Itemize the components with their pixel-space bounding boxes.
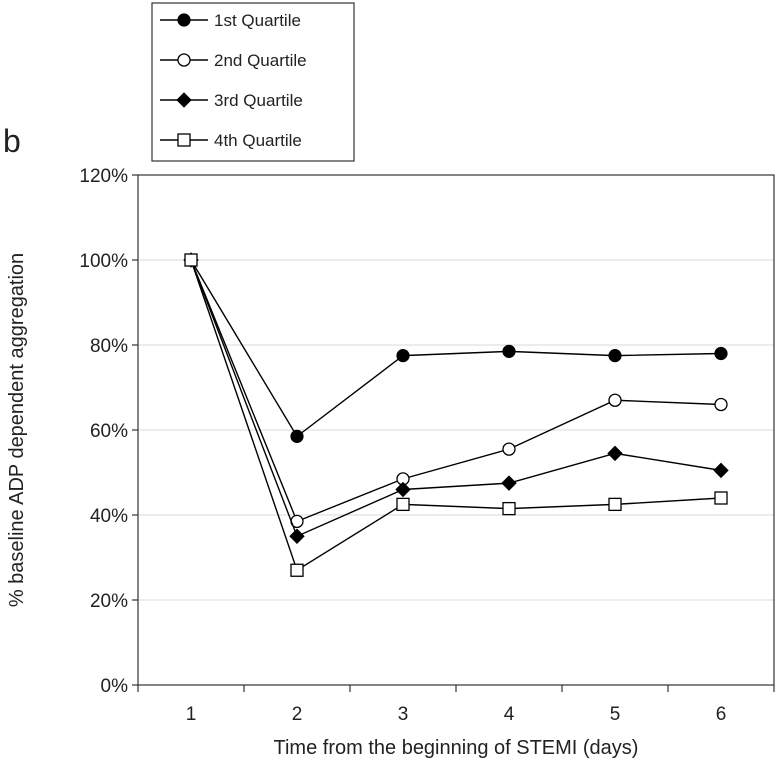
y-tick-label: 0% bbox=[101, 676, 129, 697]
data-point bbox=[396, 349, 410, 363]
legend-label: 2nd Quartile bbox=[214, 51, 307, 70]
y-tick-label: 80% bbox=[90, 336, 128, 357]
data-point bbox=[396, 497, 410, 512]
data-point bbox=[395, 481, 411, 498]
legend-marker bbox=[177, 13, 191, 27]
gridlines bbox=[138, 259, 774, 601]
data-point bbox=[608, 393, 622, 407]
data-point bbox=[714, 491, 728, 505]
series-layer bbox=[183, 252, 729, 577]
data-point bbox=[608, 497, 622, 512]
y-axis-title: % baseline ADP dependent aggregation bbox=[6, 253, 28, 607]
data-point bbox=[608, 349, 622, 363]
x-tick-label: 4 bbox=[504, 704, 515, 725]
x-axis: 1 2 3 4 5 6 bbox=[137, 685, 775, 725]
data-point bbox=[502, 344, 516, 358]
y-tick-label: 100% bbox=[79, 251, 128, 272]
data-point bbox=[501, 475, 517, 491]
x-tick-label: 2 bbox=[292, 704, 303, 725]
data-point bbox=[184, 253, 198, 267]
legend-label: 3rd Quartile bbox=[214, 91, 303, 110]
legend-label: 4th Quartile bbox=[214, 131, 302, 150]
series-line bbox=[190, 259, 722, 572]
legend-entry: 1st Quartile bbox=[160, 11, 301, 30]
legend-marker bbox=[177, 133, 191, 147]
data-point bbox=[290, 563, 304, 577]
series-line bbox=[190, 259, 722, 438]
x-axis-title: Time from the beginning of STEMI (days) bbox=[274, 737, 639, 759]
data-point bbox=[714, 397, 728, 412]
x-tick-label: 1 bbox=[186, 704, 197, 725]
y-tick-label: 120% bbox=[79, 166, 128, 187]
y-tick-label: 20% bbox=[90, 591, 128, 612]
legend-marker bbox=[177, 53, 191, 67]
legend: 1st Quartile 2nd Quartile 3rd Quartile 4th … bbox=[151, 2, 355, 162]
data-point bbox=[607, 445, 623, 462]
legend-entry: 2nd Quartile bbox=[160, 51, 307, 70]
data-point bbox=[502, 442, 516, 456]
legend-marker bbox=[176, 92, 192, 108]
series-4 bbox=[184, 253, 728, 577]
data-point bbox=[289, 528, 305, 544]
x-tick-label: 5 bbox=[610, 704, 621, 725]
legend-entry: 3rd Quartile bbox=[160, 91, 303, 110]
series-1 bbox=[184, 253, 728, 443]
x-tick-label: 6 bbox=[716, 704, 727, 725]
series-line bbox=[190, 259, 722, 523]
legend-label: 1st Quartile bbox=[214, 11, 301, 30]
x-tick-label: 3 bbox=[398, 704, 409, 725]
y-tick-label: 60% bbox=[90, 421, 128, 442]
series-line bbox=[190, 259, 722, 538]
data-point bbox=[714, 346, 728, 361]
y-axis: 0% 20% 40% 60% 80% 100% 120% bbox=[79, 166, 138, 697]
data-point bbox=[502, 501, 516, 516]
series-3 bbox=[183, 252, 729, 544]
legend-entry: 4th Quartile bbox=[160, 131, 302, 150]
data-point bbox=[713, 462, 729, 479]
y-tick-label: 40% bbox=[90, 506, 128, 527]
data-point bbox=[290, 429, 304, 443]
panel-label: b bbox=[3, 123, 21, 159]
